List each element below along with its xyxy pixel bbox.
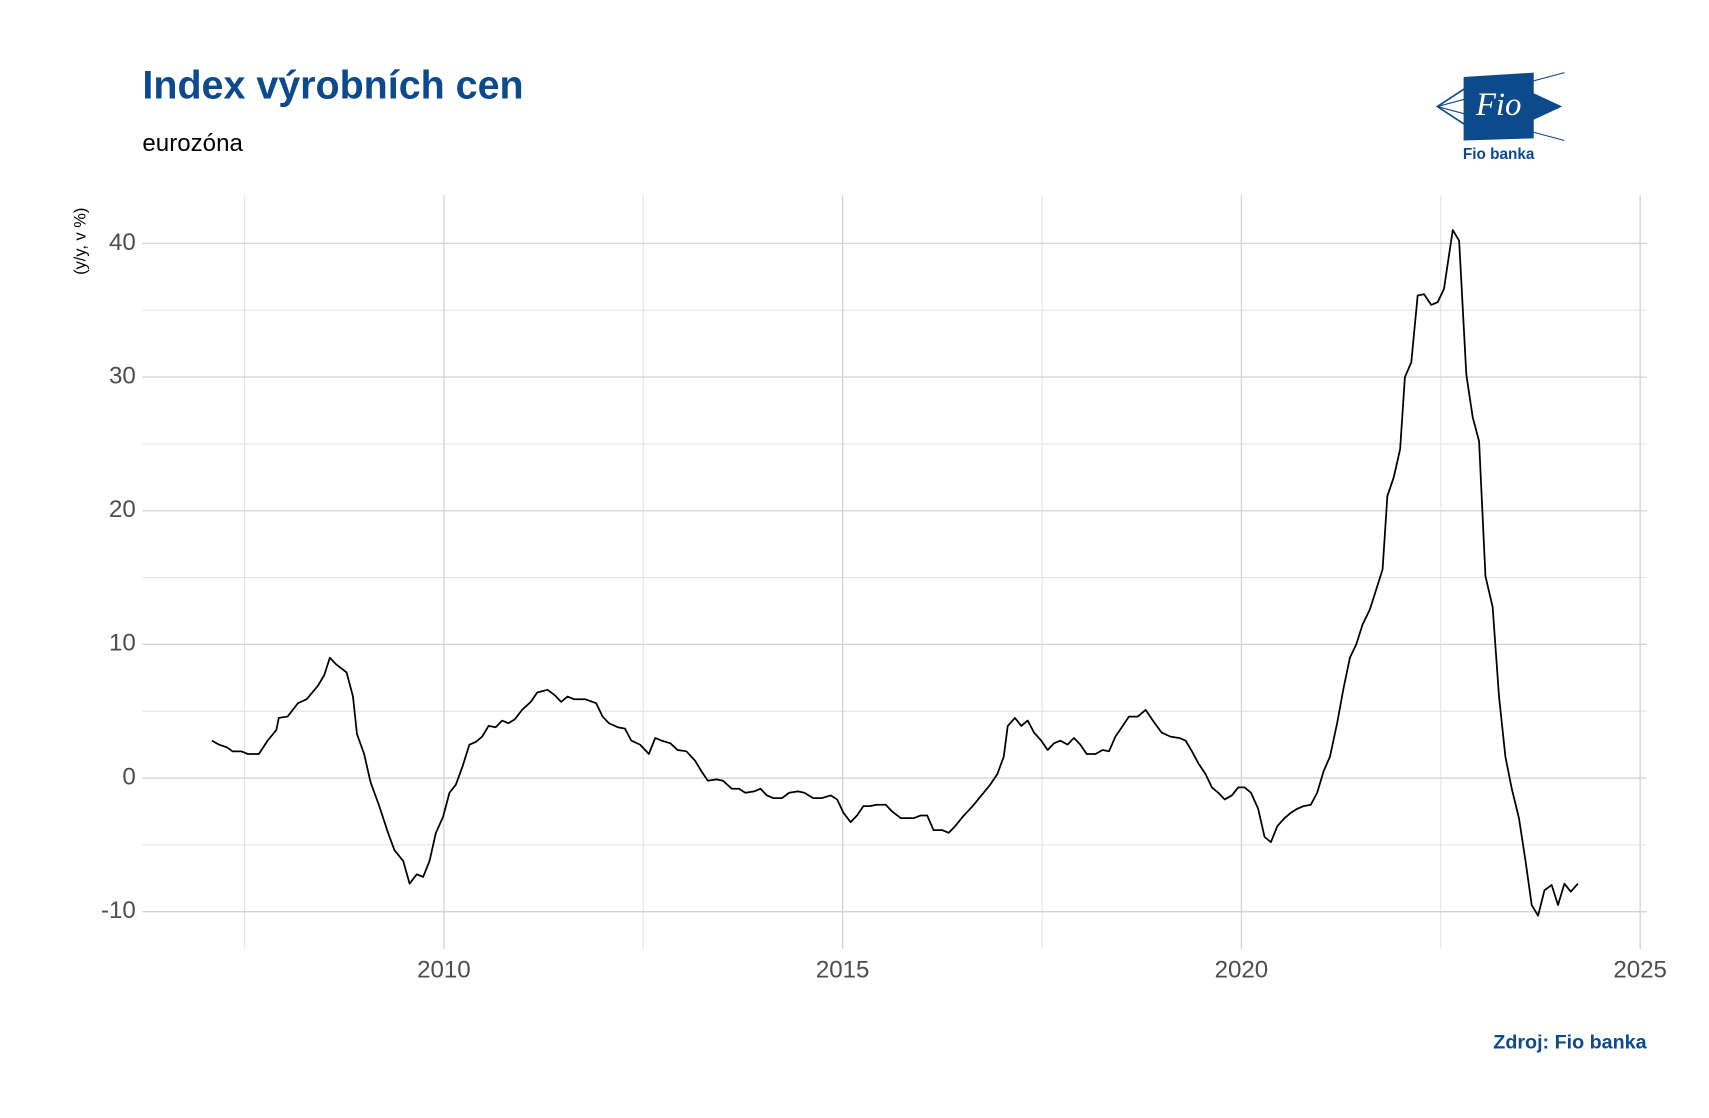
x-tick-label: 2010 xyxy=(417,956,471,983)
y-tick-label: -10 xyxy=(101,897,136,924)
logo-left xyxy=(1435,86,1467,127)
logo-right xyxy=(1531,92,1563,121)
plot: -10 0 10 20 30 40 2010 2015 2020 2025 xyxy=(101,229,1667,984)
logo-name: Fio banka xyxy=(1463,146,1535,163)
logo-mark: Fio xyxy=(1475,87,1522,123)
y-tick-label: 0 xyxy=(122,763,135,790)
logo-flag xyxy=(1463,72,1534,141)
grid xyxy=(142,195,1647,950)
y-tick-label: 40 xyxy=(109,229,136,256)
y-tick-label: 10 xyxy=(109,630,136,657)
logo-line xyxy=(1437,106,1565,142)
y-axis-label: (y/y, v %) xyxy=(71,208,89,275)
x-tick-label: 2020 xyxy=(1215,956,1269,983)
y-tick-label: 30 xyxy=(109,362,136,389)
logo: Fio Fio banka xyxy=(1435,72,1565,163)
chart-subtitle: eurozóna xyxy=(142,130,243,157)
x-tick-label: 2015 xyxy=(816,956,870,983)
line xyxy=(211,229,1579,917)
source: Zdroj: Fio banka xyxy=(1493,1031,1647,1053)
chart-title: Index výrobních cen xyxy=(142,63,523,107)
y-tick-label: 20 xyxy=(109,496,136,523)
x-tick-label: 2025 xyxy=(1613,956,1667,983)
logo-line xyxy=(1437,72,1565,108)
